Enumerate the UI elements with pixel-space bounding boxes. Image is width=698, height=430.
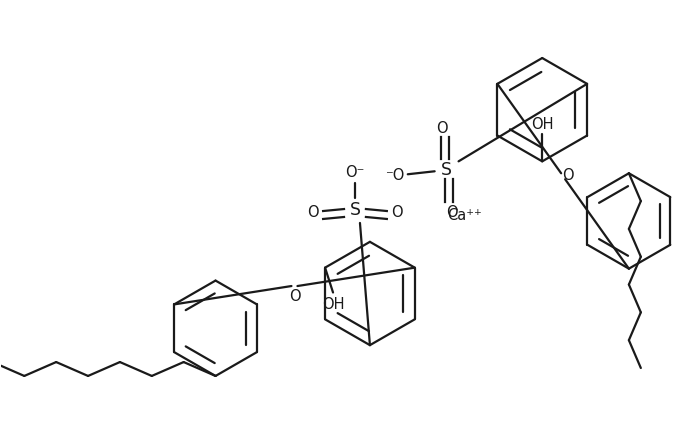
- Text: O⁻: O⁻: [346, 164, 364, 179]
- Text: O: O: [307, 204, 319, 219]
- Text: O: O: [436, 121, 447, 136]
- Text: OH: OH: [531, 117, 554, 132]
- Text: O: O: [391, 204, 403, 219]
- Text: O: O: [563, 167, 574, 182]
- Text: ⁻O: ⁻O: [385, 167, 405, 182]
- Text: OH: OH: [322, 296, 344, 311]
- Text: Ca⁺⁺: Ca⁺⁺: [447, 207, 482, 222]
- Text: S: S: [350, 200, 360, 218]
- Text: O: O: [289, 289, 300, 304]
- Text: O: O: [446, 204, 457, 219]
- Text: S: S: [441, 161, 452, 179]
